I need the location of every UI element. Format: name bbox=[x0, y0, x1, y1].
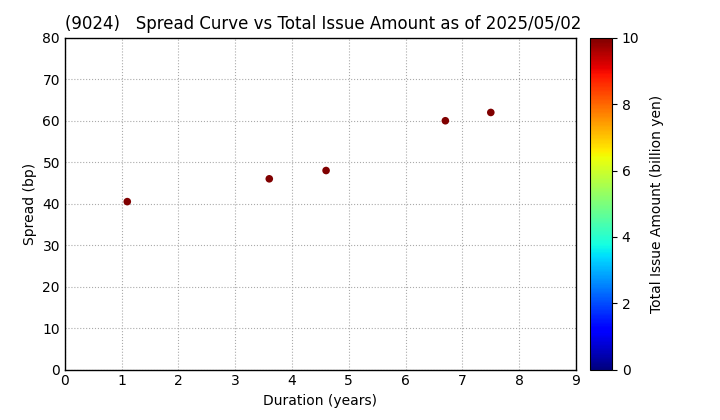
Point bbox=[485, 109, 497, 116]
X-axis label: Duration (years): Duration (years) bbox=[264, 394, 377, 408]
Y-axis label: Spread (bp): Spread (bp) bbox=[23, 163, 37, 245]
Y-axis label: Total Issue Amount (billion yen): Total Issue Amount (billion yen) bbox=[650, 94, 665, 313]
Point bbox=[320, 167, 332, 174]
Point bbox=[122, 198, 133, 205]
Point bbox=[264, 176, 275, 182]
Point bbox=[440, 117, 451, 124]
Text: (9024)   Spread Curve vs Total Issue Amount as of 2025/05/02: (9024) Spread Curve vs Total Issue Amoun… bbox=[65, 16, 581, 34]
